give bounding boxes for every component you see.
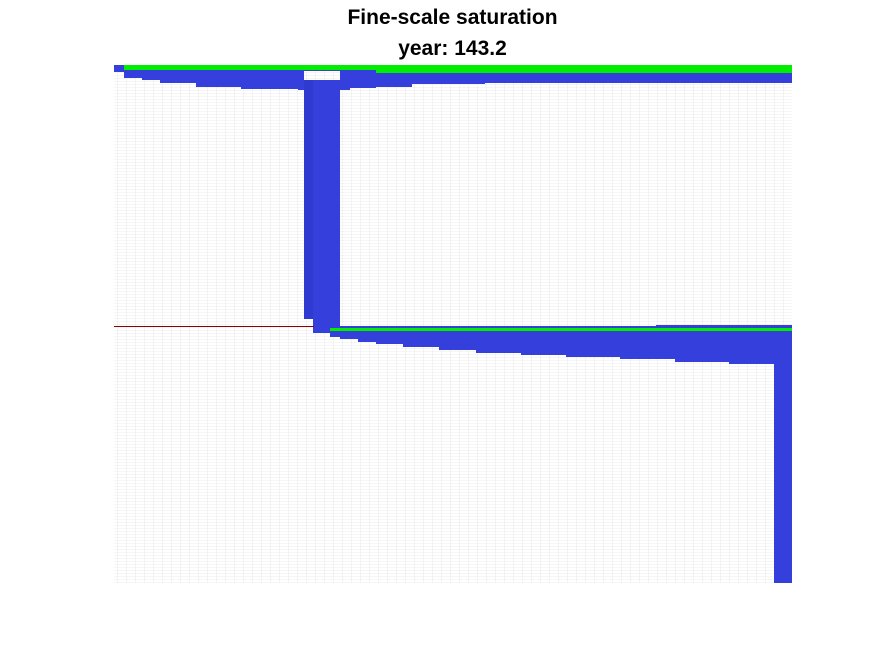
water-lower-cell-9 (620, 326, 675, 359)
water-top-cell-11 (485, 70, 792, 83)
water-lower-cell-8 (566, 326, 620, 357)
water-top-cell-4 (196, 70, 241, 87)
co2-lower-edge (656, 325, 792, 327)
fault-line (114, 326, 314, 327)
water-lower-cell-12 (774, 326, 792, 583)
water-lower-cell-1 (340, 326, 358, 339)
co2-top-layer-b (376, 65, 792, 73)
saturation-plume (114, 65, 792, 583)
water-lower-cell-4 (403, 326, 439, 347)
water-top-cell-8 (350, 70, 376, 88)
water-lower-cell-0 (330, 326, 340, 337)
chart-title: Fine-scale saturation (347, 6, 558, 29)
water-lower-cell-11 (729, 326, 774, 364)
water-lower-cell-10 (675, 326, 729, 362)
water-top-cell-2 (142, 70, 160, 80)
water-top-cell-7 (340, 70, 350, 90)
water-top-cell-5 (241, 70, 298, 89)
chart-subtitle: year: 143.2 (398, 37, 507, 60)
mesh-grid (114, 65, 792, 583)
water-top-cell-3 (160, 70, 196, 83)
water-top-cell-6 (298, 70, 304, 90)
co2-top-layer-a (124, 65, 376, 70)
water-top-cell-10 (412, 70, 485, 84)
water-top-cell-9 (376, 70, 412, 87)
water-top-cell-1 (124, 70, 142, 78)
water-fault-column-edge (304, 80, 313, 319)
water-top-cell-0 (114, 70, 124, 72)
co2-lower-layer (330, 328, 792, 331)
